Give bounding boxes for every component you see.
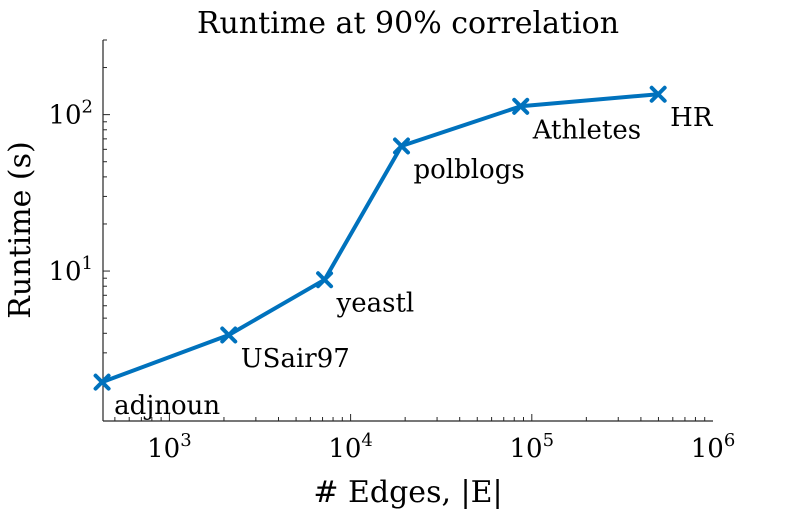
plot-axes — [102, 40, 713, 422]
x-tick-label: 104 — [328, 430, 373, 464]
point-label-polblogs: polblogs — [413, 155, 524, 185]
x-marker — [392, 137, 410, 155]
data-series — [93, 85, 667, 391]
x-marker — [649, 85, 667, 103]
axis-ticks: 103 104 105 106 101 102 — [48, 39, 736, 464]
point-label-athletes: Athletes — [532, 115, 641, 145]
y-tick-label: 102 — [48, 97, 93, 131]
y-axis-label: Runtime (s) — [3, 141, 38, 318]
x-axis-label: # Edges, |E| — [313, 475, 502, 510]
point-label-adjnoun: adjnoun — [114, 391, 220, 421]
x-marker — [220, 326, 238, 344]
x-marker — [316, 271, 334, 289]
point-label-hr: HR — [670, 103, 714, 133]
x-tick-label: 105 — [510, 430, 555, 464]
x-marker — [93, 373, 111, 391]
x-tick-label: 103 — [147, 430, 192, 464]
x-tick-label: 106 — [691, 430, 736, 464]
point-label-yeastl: yeastl — [336, 289, 415, 319]
point-label-usair97: USair97 — [241, 344, 350, 374]
y-tick-label: 101 — [48, 253, 93, 287]
x-marker — [512, 97, 530, 115]
chart-title: Runtime at 90% correlation — [197, 6, 619, 41]
point-labels: adjnoun USair97 yeastl polblogs Athletes HR — [114, 103, 714, 421]
series-line — [100, 92, 661, 385]
